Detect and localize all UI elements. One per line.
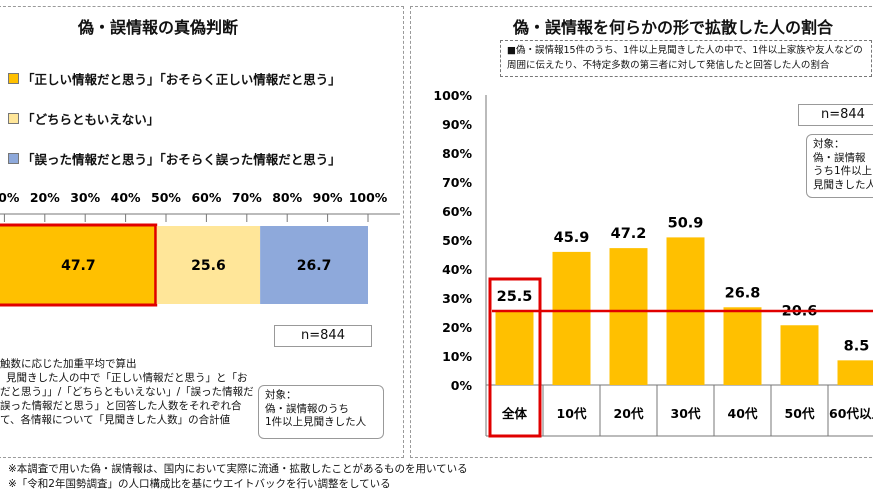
x-tick-label: 30%	[70, 190, 100, 205]
right-description-line: 周囲に伝えたり、不特定多数の第三者に対して発信したと回答した人の割合	[507, 60, 830, 71]
right-target-box: 対象： 偽・誤情報 うち1件以上 見聞きした人	[806, 134, 873, 198]
legend-label-neutral: 「どちらともいえない」	[22, 112, 160, 127]
y-tick-label: 60%	[442, 204, 472, 219]
category-label: 10代	[557, 406, 587, 421]
bar	[780, 325, 819, 385]
data-label: 25.5	[497, 289, 533, 305]
right-target-line: うち1件以上	[813, 165, 873, 177]
left-target-line: 1件以上見聞きした人	[265, 416, 367, 428]
legend-swatch-correct	[8, 73, 19, 84]
left-panel-title: 偽・誤情報の真偽判断	[78, 18, 239, 37]
x-tick-label: 10%	[0, 190, 20, 205]
data-label: 26.8	[725, 285, 761, 301]
left-note-line: 見聞きした人の中で「正しい情報だと思う」と「お	[6, 372, 248, 384]
bar	[609, 248, 648, 385]
x-tick-label: 70%	[232, 190, 262, 205]
y-tick-label: 70%	[442, 175, 472, 190]
left-note-line: て、各情報について「見聞きした人数」の合計値	[0, 414, 231, 426]
legend-item-neutral: 「どちらともいえない」	[8, 109, 159, 128]
bar	[837, 360, 873, 385]
left-target-line: 対象：	[265, 389, 297, 401]
left-n-label: n=844	[274, 325, 372, 347]
bar-segment	[260, 226, 368, 304]
legend-swatch-neutral	[8, 113, 19, 124]
left-note-line: 触数に応じた加重平均で算出	[0, 358, 137, 370]
data-label: 45.9	[554, 230, 590, 246]
highlight-frame	[0, 223, 158, 307]
bar	[495, 311, 534, 385]
legend-item-correct: 「正しい情報だと思う」「おそらく正しい情報だと思う」	[8, 69, 341, 88]
y-tick-label: 90%	[442, 117, 472, 132]
data-label: 50.9	[668, 215, 704, 231]
left-target-line: 偽・誤情報のうち	[265, 402, 349, 415]
highlight-frame	[488, 277, 542, 438]
data-label: 47.2	[611, 226, 647, 242]
y-tick-label: 20%	[442, 320, 472, 335]
right-target-line: 対象：	[813, 138, 845, 150]
x-tick-label: 40%	[111, 190, 141, 205]
left-note-line: 誤った情報だと思う」と回答した人数をそれぞれ合	[0, 400, 242, 412]
data-label: 47.7	[61, 258, 96, 274]
legend-item-incorrect: 「誤った情報だと思う」「おそらく誤った情報だと思う」	[8, 149, 341, 168]
y-tick-label: 10%	[442, 349, 472, 364]
x-tick-label: 80%	[272, 190, 302, 205]
data-label: 25.6	[191, 258, 226, 274]
left-note-line: だと思う」」/「どちらともいえない」/「誤った情報だ	[0, 386, 254, 398]
category-label: 40代	[728, 406, 758, 421]
bar-segment	[0, 226, 157, 304]
bar-segment	[156, 226, 261, 304]
category-label: 全体	[501, 406, 528, 421]
category-label: 60代以上	[829, 406, 873, 421]
footnote: ※「令和2年国勢調査」の人口構成比を基にウエイトバックを行い調整をしている	[8, 478, 391, 490]
bar	[552, 251, 591, 385]
stacked-bar-chart: 0%10%20%30%40%50%60%70%80%90%100%47.725.…	[0, 190, 400, 307]
right-target-line: 偽・誤情報	[813, 151, 866, 164]
category-label: 20代	[614, 406, 644, 421]
right-panel-title: 偽・誤情報を何らかの形で拡散した人の割合	[513, 18, 834, 37]
right-description-line: ■偽・誤情報15件のうち、1件以上見聞きした人の中で、1件以上家族や友人などの	[507, 45, 863, 56]
legend-label-correct: 「正しい情報だと思う」「おそらく正しい情報だと思う」	[22, 72, 341, 87]
footnote: ※本調査で用いた偽・誤情報は、国内において実際に流通・拡散したことがあるものを用…	[8, 463, 468, 475]
right-description-box: ■偽・誤情報15件のうち、1件以上見聞きした人の中で、1件以上家族や友人などの …	[500, 40, 872, 77]
x-tick-label: 20%	[30, 190, 60, 205]
x-tick-label: 60%	[191, 190, 221, 205]
y-tick-label: 30%	[442, 291, 472, 306]
y-tick-label: 100%	[433, 88, 472, 103]
x-tick-label: 50%	[151, 190, 181, 205]
category-label: 30代	[671, 406, 701, 421]
category-label: 50代	[785, 406, 815, 421]
y-tick-label: 50%	[442, 233, 472, 248]
vertical-bar-chart: 0% 10% 20% 30% 40% 50% 60% 70% 80% 90% 100% 25.5 全体 4…	[433, 88, 873, 438]
right-target-line: 見聞きした人	[813, 178, 873, 191]
y-tick-label: 40%	[442, 262, 472, 277]
right-n-label: n=844	[798, 104, 873, 126]
y-tick-label: 80%	[442, 146, 472, 161]
legend-label-incorrect: 「誤った情報だと思う」「おそらく誤った情報だと思う」	[22, 152, 341, 167]
left-target-box: 対象： 偽・誤情報のうち 1件以上見聞きした人	[258, 385, 384, 439]
x-tick-label: 100%	[349, 190, 388, 205]
data-label: 26.7	[297, 258, 332, 274]
legend-swatch-incorrect	[8, 153, 19, 164]
x-tick-label: 90%	[313, 190, 343, 205]
y-tick-label: 0%	[451, 378, 473, 393]
data-label: 8.5	[844, 338, 870, 354]
bar	[723, 307, 762, 385]
